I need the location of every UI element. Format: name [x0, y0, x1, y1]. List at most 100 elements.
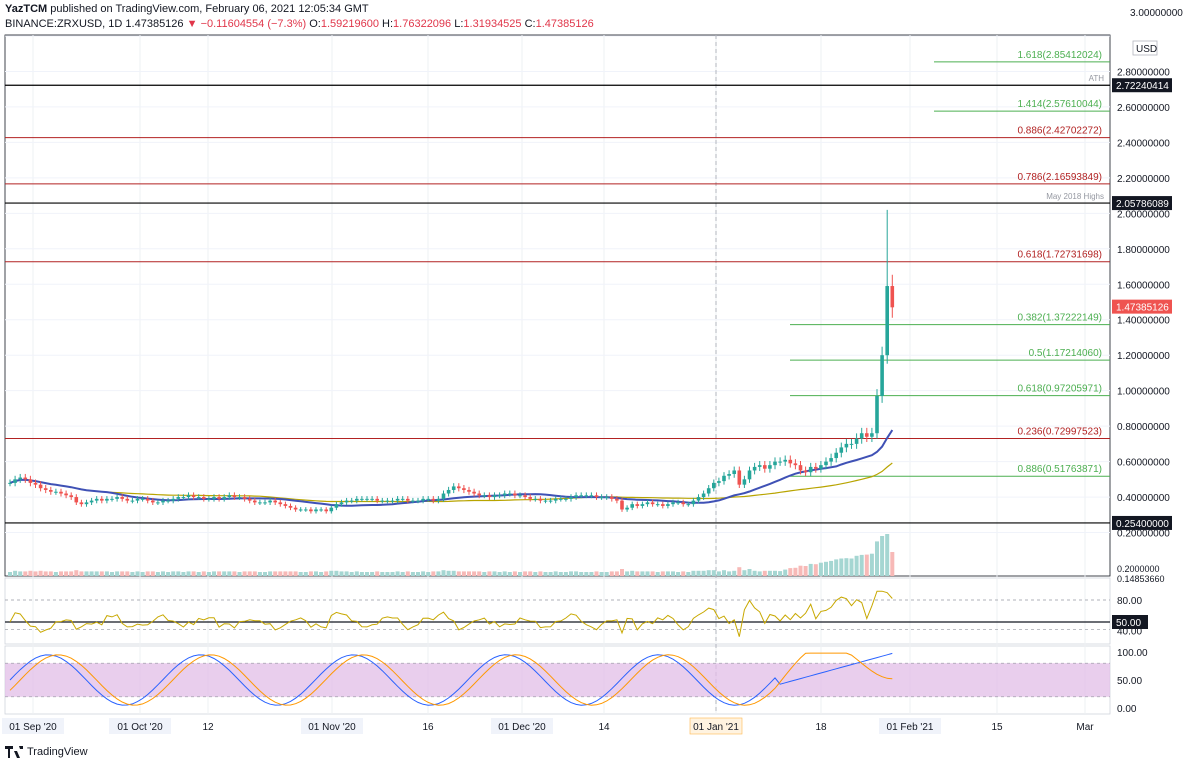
volume-bar [23, 571, 28, 576]
volume-bar [625, 571, 630, 576]
candle-body [431, 498, 436, 501]
volume-bar [176, 571, 181, 576]
y-axis-tick-label: 2.40000000 [1117, 138, 1170, 149]
volume-bar [722, 570, 726, 576]
candle-body [783, 459, 787, 462]
volume-bar [676, 572, 681, 576]
candle-body [54, 491, 58, 493]
volume-bar [298, 572, 303, 576]
candle-body [416, 500, 420, 502]
volume-bar [849, 558, 854, 576]
candle-body [620, 500, 624, 510]
candle-body [543, 500, 548, 502]
candle-body [130, 500, 135, 502]
volume-bar [257, 572, 262, 576]
candle-body [528, 497, 532, 499]
fib-level-label: 0.5(1.17214060) [1029, 348, 1102, 359]
candle-body [788, 459, 793, 464]
volume-bar [885, 534, 890, 576]
candle-body [319, 509, 323, 511]
x-axis-tick-label: 12 [202, 722, 214, 733]
author[interactable]: YazTCM [5, 3, 48, 15]
volume-bar [834, 559, 839, 576]
candle-body [253, 500, 257, 503]
volume-bar [869, 553, 874, 576]
candle-body [798, 465, 803, 471]
candle-body [247, 498, 252, 501]
volume-bar [354, 571, 359, 576]
volume-bar [273, 571, 278, 576]
volume-bar [319, 572, 324, 576]
volume-bar [890, 552, 895, 576]
candle-body [808, 466, 813, 473]
candle-body [742, 479, 747, 485]
volume-bar [278, 571, 283, 576]
candle-body [579, 495, 583, 497]
volume-bar [630, 570, 635, 576]
close-value: 1.47385126 [535, 18, 594, 30]
candle-body [890, 286, 895, 308]
volume-bar [538, 571, 543, 576]
volume-bar [533, 572, 538, 576]
candle-body [339, 502, 344, 505]
fib-level-label: 0.382(1.37222149) [1017, 313, 1102, 324]
low-value: 1.31934525 [463, 18, 522, 30]
low-label: L: [454, 18, 464, 30]
close-label: C: [524, 18, 536, 30]
candle-body [875, 395, 879, 434]
candle-body [395, 498, 400, 501]
partial-tick-label: 0.14853660 [1117, 574, 1165, 584]
candle-body [548, 500, 553, 502]
candle-body [727, 474, 731, 476]
candle-body [8, 482, 12, 484]
candle-body [824, 461, 828, 466]
candle-body [584, 495, 589, 497]
y-axis-tick-label: 0.80000000 [1117, 422, 1170, 433]
level-price-tag [1112, 196, 1172, 211]
level-price-text: 2.05786089 [1116, 199, 1169, 210]
fib-level-label: 1.414(2.57610044) [1017, 99, 1102, 110]
volume-bar [472, 571, 477, 576]
candle-body [191, 495, 196, 498]
volume-bar [222, 571, 227, 576]
rsi-mid-tag [1112, 615, 1148, 629]
volume-bar [446, 570, 451, 576]
volume-bar [706, 570, 711, 576]
candle-body [538, 498, 543, 501]
publish-info: published on TradingView.com, February 0… [50, 3, 369, 15]
candle-body [482, 495, 487, 497]
candle-body [676, 502, 680, 504]
y-axis-tick-label: 1.20000000 [1117, 351, 1170, 362]
candle-body [523, 495, 527, 498]
y-axis-tick-label: 2.00000000 [1117, 209, 1170, 220]
volume-bar [778, 571, 783, 576]
currency-label: USD [1136, 44, 1157, 55]
candle-body [752, 466, 757, 471]
candle-body [390, 500, 395, 502]
candle-body [79, 502, 84, 505]
tradingview-footer[interactable]: TradingView [5, 746, 88, 758]
volume-bar [864, 554, 869, 576]
candle-body [472, 491, 476, 494]
candle-body [502, 493, 507, 496]
volume-bar [84, 571, 89, 576]
stoch-k-line [9, 652, 893, 706]
candle-body [74, 497, 79, 503]
candle-body [844, 443, 849, 448]
candle-body [737, 470, 742, 485]
volume-bar [18, 571, 23, 576]
volume-bar [365, 572, 369, 576]
volume-bar [69, 571, 74, 576]
candle-body [145, 498, 150, 501]
volume-bar [609, 571, 614, 576]
candle-body [181, 497, 186, 499]
candle-body [385, 500, 390, 502]
volume-bar [665, 571, 670, 576]
volume-bar [252, 571, 257, 576]
volume-bar [125, 571, 130, 576]
volume-bar [456, 571, 461, 576]
volume-bar [569, 571, 573, 576]
volume-bar [859, 554, 864, 576]
volume-bar [574, 571, 579, 576]
